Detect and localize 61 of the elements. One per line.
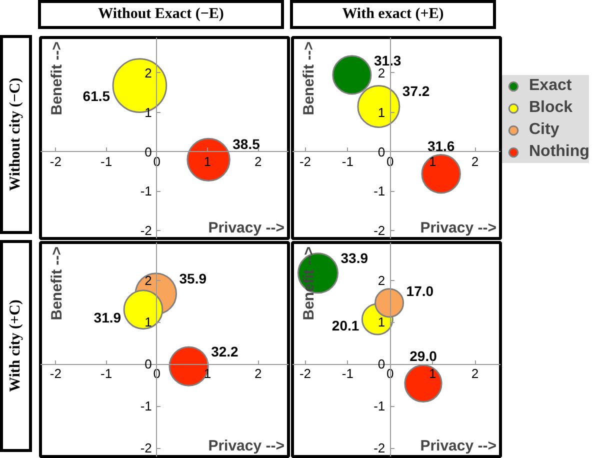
x-tick-label: 2: [471, 154, 479, 169]
legend-label: Block: [529, 99, 573, 117]
x-tick-label: 2: [254, 366, 262, 382]
y-tick-label: 1: [144, 314, 152, 330]
y-tick-label: 0: [144, 144, 152, 160]
x-tick-label: 1: [428, 366, 436, 382]
x-tick-label: 2: [471, 366, 479, 382]
x-axis-title: Privacy -->: [420, 438, 497, 454]
x-tick-label: 1: [428, 154, 436, 169]
chart-title: With exact (+E): [342, 4, 444, 24]
x-tick-label: -1: [100, 154, 112, 169]
data-label: 20.1: [332, 317, 360, 334]
legend-label: Exact: [529, 77, 572, 95]
x-tick-label: -2: [50, 366, 62, 382]
x-axis-title: Privacy -->: [420, 220, 497, 236]
y-tick-label: 1: [378, 314, 386, 330]
y-tick-label: -2: [140, 440, 152, 456]
y-tick-label: -2: [140, 223, 152, 238]
data-label: 31.6: [427, 138, 455, 154]
x-tick-label: 1: [204, 154, 212, 169]
data-label: 32.2: [211, 344, 239, 360]
x-tick-label: -2: [299, 154, 312, 169]
y-tick-label: 0: [144, 356, 152, 372]
y-tick-label: -1: [140, 184, 152, 199]
text: With city (+C): [6, 300, 24, 392]
y-tick-label: 2: [144, 272, 152, 288]
y-axis-title: Benefit -->: [300, 246, 318, 320]
x-tick-label: -2: [50, 154, 62, 169]
x-axis-title: Privacy -->: [208, 220, 285, 236]
y-tick-label: 2: [378, 272, 386, 288]
y-tick-label: 2: [144, 65, 152, 80]
y-tick-label: -2: [374, 440, 386, 456]
y-tick-label: -1: [374, 398, 386, 414]
data-label: 61.5: [82, 88, 110, 104]
y-axis-title: Benefit -->: [300, 41, 318, 116]
y-tick-label: -1: [374, 184, 386, 199]
data-label: 17.0: [406, 282, 434, 299]
y-tick-label: -2: [374, 223, 386, 238]
y-tick-label: 0: [378, 144, 386, 160]
data-label: 37.2: [402, 83, 430, 100]
x-tick-label: 2: [254, 154, 262, 169]
y-tick-label: 0: [378, 356, 386, 372]
data-label: 29.0: [410, 348, 438, 364]
y-axis-title: Benefit -->: [48, 246, 66, 320]
chart-title: Without Exact (−E): [98, 4, 224, 24]
y-axis-title: Benefit -->: [48, 41, 66, 116]
data-label: 31.9: [94, 309, 122, 326]
x-tick-label: -1: [342, 366, 354, 382]
x-tick-label: -1: [342, 154, 354, 169]
x-tick-label: -2: [299, 366, 312, 382]
x-tick-label: 1: [204, 366, 212, 382]
y-tick-label: -1: [140, 398, 152, 414]
x-tick-label: -1: [100, 366, 112, 382]
data-label: 38.5: [232, 136, 260, 152]
y-tick-label: 1: [378, 104, 386, 120]
x-axis-title: Privacy -->: [208, 438, 285, 454]
data-label: 35.9: [179, 270, 207, 287]
data-label: 33.9: [340, 250, 368, 266]
legend-label: Nothing: [529, 143, 590, 161]
legend-label: City: [529, 121, 560, 139]
text: Without city (−C): [6, 78, 24, 192]
